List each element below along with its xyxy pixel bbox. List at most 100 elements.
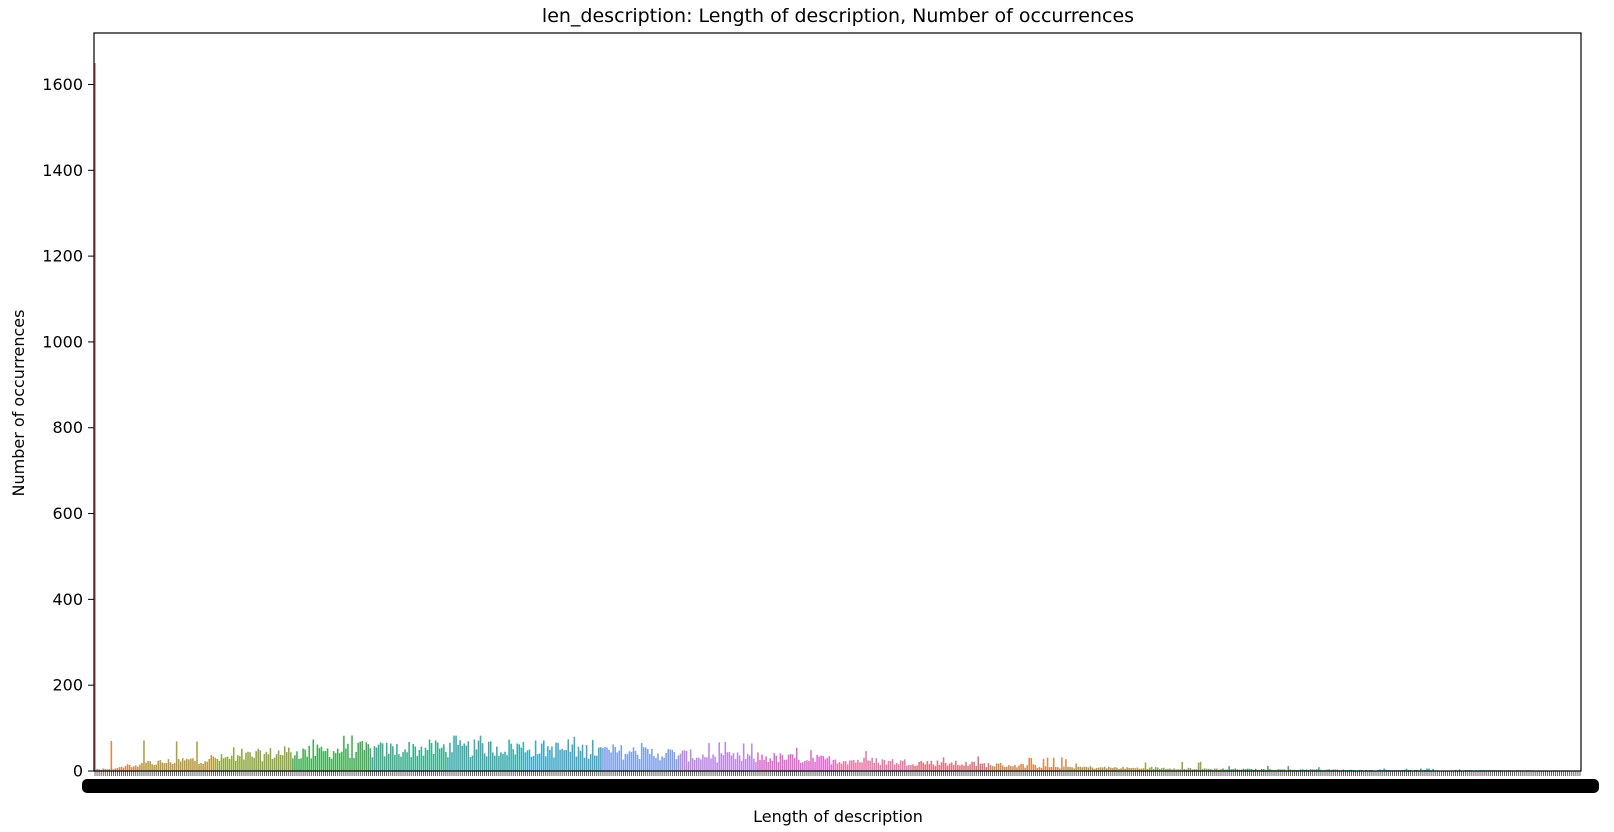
bar: [353, 757, 355, 771]
bar: [830, 764, 833, 771]
bar: [1148, 767, 1151, 771]
bar: [304, 749, 306, 771]
bar: [1114, 767, 1116, 771]
bars-group: [94, 63, 1581, 771]
bar: [198, 763, 200, 771]
bar: [506, 755, 508, 771]
bar: [357, 742, 359, 771]
bar: [1214, 768, 1216, 771]
bar: [738, 755, 741, 771]
bar: [1036, 767, 1039, 771]
bar: [630, 751, 633, 771]
bar: [1173, 768, 1175, 771]
bar: [736, 752, 739, 771]
bar: [814, 761, 816, 771]
bar: [1067, 766, 1069, 771]
bar: [653, 755, 655, 771]
bar: [545, 756, 547, 771]
bar: [163, 763, 166, 771]
bar: [1263, 769, 1265, 771]
bar: [275, 754, 278, 771]
bar: [724, 741, 727, 771]
bar: [296, 751, 298, 771]
bar: [230, 755, 233, 771]
bar: [1332, 769, 1334, 771]
bar: [720, 753, 723, 771]
bar: [579, 750, 582, 771]
bar: [167, 759, 170, 771]
bar: [818, 756, 820, 771]
bar: [536, 754, 539, 771]
bar: [922, 762, 924, 771]
bar: [1205, 768, 1208, 771]
bar: [575, 756, 578, 771]
bar: [1181, 761, 1183, 771]
bar: [1132, 767, 1135, 771]
bar: [820, 755, 822, 771]
bar: [1242, 768, 1245, 771]
bar: [424, 747, 427, 771]
bar: [294, 755, 296, 771]
bar: [502, 753, 504, 771]
bar: [1379, 769, 1381, 771]
bar: [381, 743, 384, 771]
bar: [693, 759, 696, 771]
bar: [955, 760, 957, 771]
bar: [428, 739, 431, 771]
bar: [1105, 768, 1108, 771]
bar: [1218, 769, 1220, 771]
bar: [151, 764, 153, 771]
bar: [1054, 767, 1057, 771]
bar: [457, 744, 459, 771]
bar: [257, 748, 259, 771]
bar: [422, 755, 425, 771]
bar: [220, 754, 223, 771]
bar: [324, 751, 327, 771]
bar: [108, 768, 111, 771]
bar: [1167, 768, 1169, 771]
bar: [587, 758, 590, 771]
bar: [1108, 766, 1110, 771]
bar: [1057, 767, 1059, 771]
bar: [808, 761, 810, 771]
bar: [555, 742, 557, 771]
bar: [1065, 759, 1067, 771]
bar: [228, 758, 231, 771]
bar: [518, 744, 521, 771]
x-tick-labels-overlap: [82, 779, 1599, 793]
bar: [869, 760, 871, 771]
bar: [243, 759, 245, 771]
bar: [944, 763, 947, 771]
bar: [938, 765, 941, 771]
bar: [1314, 769, 1316, 771]
bar: [649, 754, 651, 771]
y-tick-label: 0: [73, 762, 83, 781]
bar: [418, 749, 421, 771]
bar: [420, 746, 423, 771]
bar: [828, 756, 831, 771]
bar: [320, 746, 323, 771]
bar: [1061, 757, 1063, 771]
bar: [430, 742, 433, 771]
bar: [842, 761, 845, 771]
bar: [528, 749, 531, 771]
bar: [414, 746, 417, 771]
bar: [577, 746, 580, 771]
bar: [1199, 761, 1202, 771]
bar: [524, 752, 527, 771]
bar: [316, 744, 319, 771]
bar: [1032, 764, 1035, 771]
bar: [149, 761, 151, 771]
bar: [1103, 766, 1106, 771]
bar: [1024, 767, 1026, 771]
bar: [689, 749, 692, 771]
bar: [904, 759, 906, 771]
bar: [810, 750, 812, 771]
bar: [632, 747, 635, 771]
bar: [1191, 769, 1194, 771]
bar: [1179, 769, 1181, 771]
bar: [385, 742, 388, 771]
bar: [757, 752, 759, 771]
bar: [483, 753, 486, 771]
bar: [610, 752, 612, 771]
